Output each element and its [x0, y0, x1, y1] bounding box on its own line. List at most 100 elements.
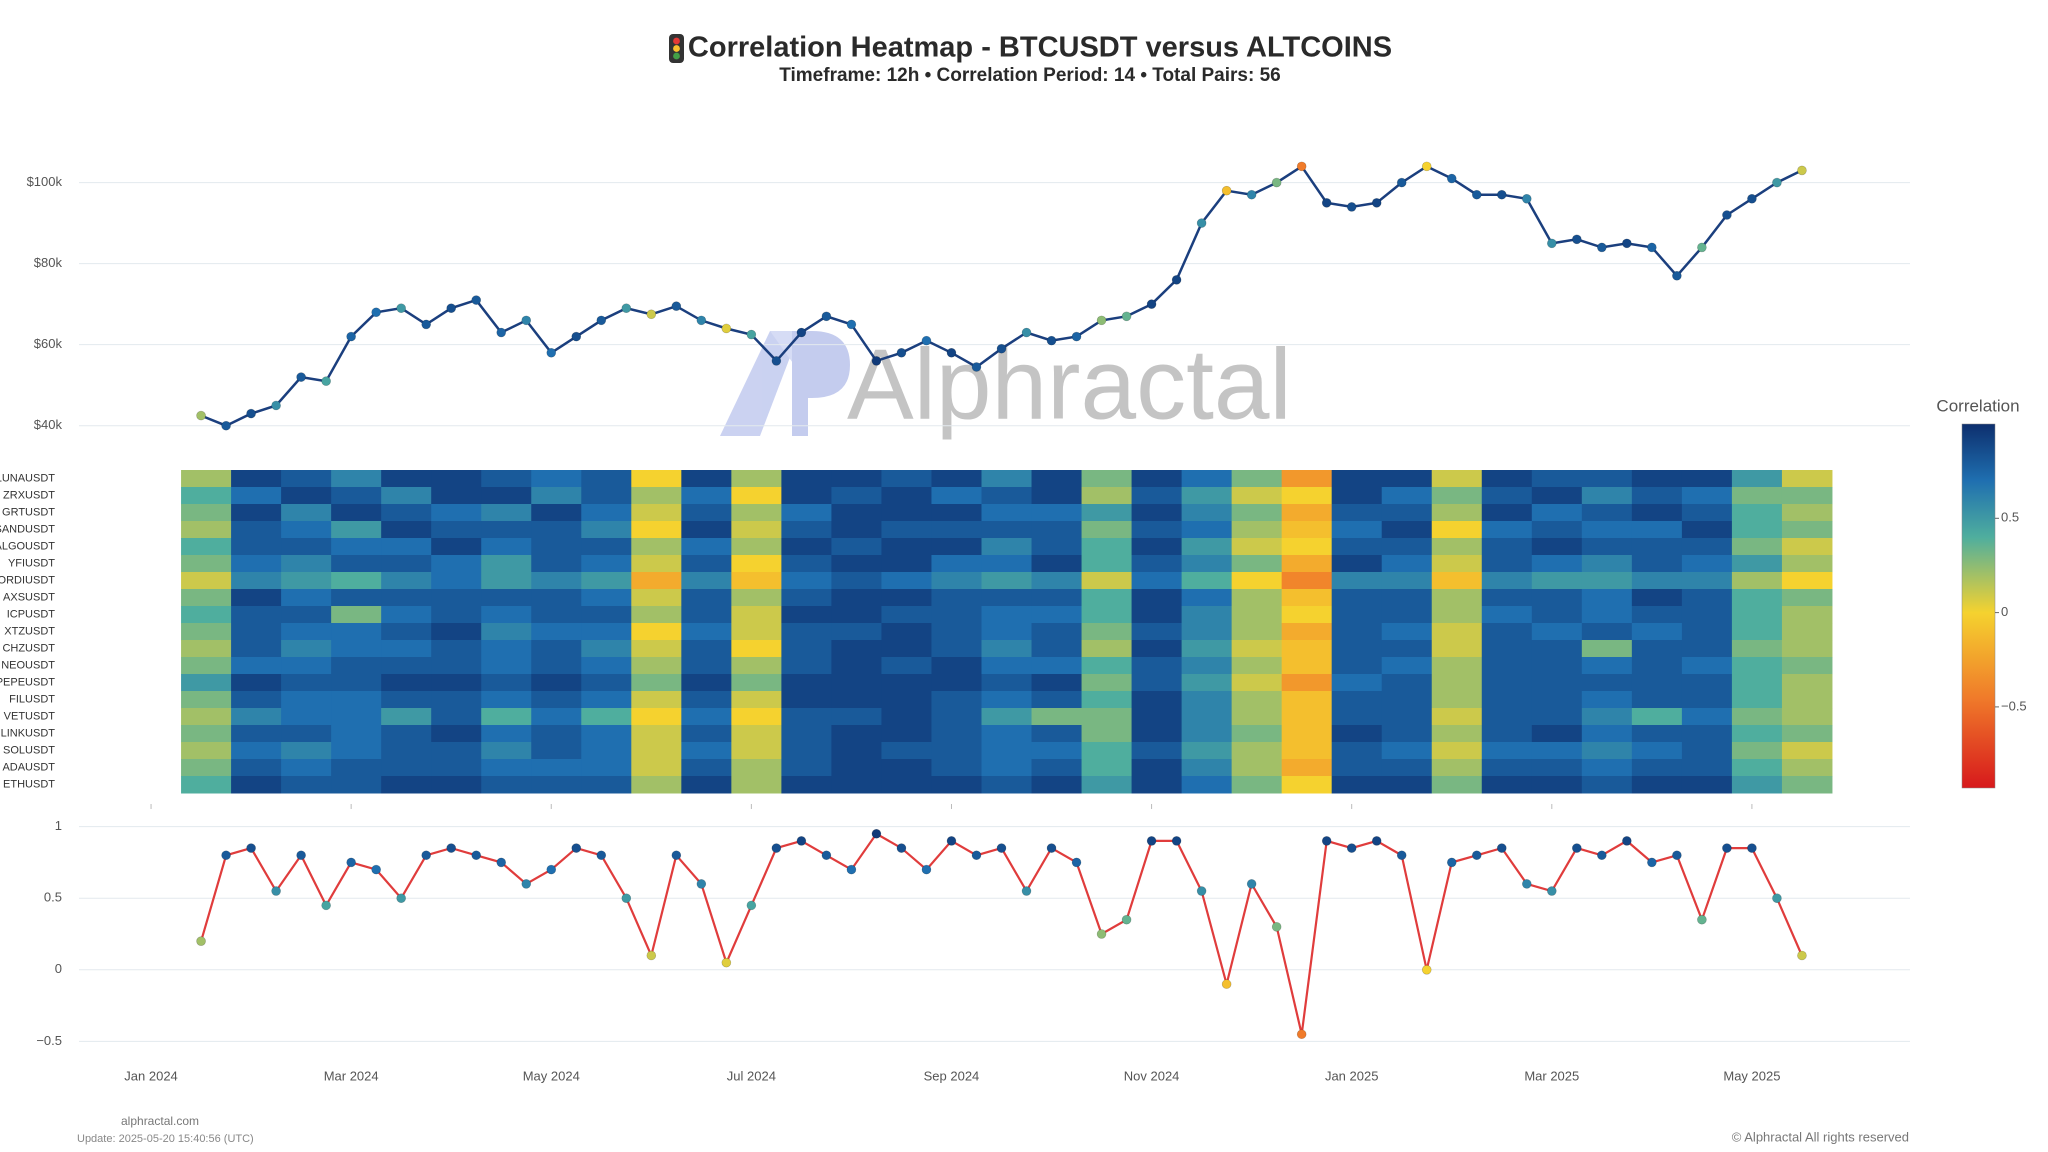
heatmap-cell: [1731, 470, 1783, 488]
heatmap-cell: [1381, 725, 1433, 743]
heatmap-cell: [781, 759, 832, 777]
heatmap-cell: [881, 776, 932, 794]
marker: [1171, 275, 1182, 285]
heatmap-cell: [1431, 674, 1483, 692]
heatmap-cell: [681, 572, 732, 590]
heatmap-cell: [231, 606, 282, 624]
marker: [1196, 218, 1207, 228]
heatmap-cell: [881, 470, 932, 488]
heatmap-cell: [1631, 623, 1683, 641]
heatmap-cell: [1481, 521, 1533, 539]
heatmap-cell: [1231, 521, 1283, 539]
row-label: ALGOUSDT: [0, 540, 55, 552]
heatmap-cell: [1131, 521, 1183, 539]
heatmap-cell: [531, 504, 582, 522]
heatmap-cell: [831, 487, 882, 505]
heatmap-cell: [631, 725, 682, 743]
heatmap-cell: [1231, 470, 1283, 488]
heatmap-cell: [1481, 776, 1533, 794]
heatmap-cell: [181, 691, 232, 709]
marker: [771, 356, 782, 366]
y-tick-label: 0: [55, 961, 62, 976]
heatmap-cell: [381, 538, 432, 556]
heatmap-cell: [681, 606, 732, 624]
heatmap-cell: [1781, 640, 1833, 658]
marker: [1396, 177, 1407, 188]
heatmap-cell: [581, 572, 632, 590]
heatmap-cell: [381, 521, 432, 539]
heatmap-cell: [931, 640, 982, 658]
marker: [521, 879, 532, 889]
heatmap-cell: [581, 538, 632, 556]
heatmap-cell: [731, 708, 782, 726]
heatmap-cell: [981, 708, 1033, 726]
logo-shape: [770, 331, 834, 380]
heatmap-cell: [1431, 470, 1483, 488]
marker: [1296, 1029, 1307, 1040]
heatmap-cell: [1731, 759, 1783, 777]
marker: [346, 857, 356, 868]
heatmap-cell: [1731, 674, 1783, 692]
heatmap-cell: [481, 538, 532, 556]
row-label: FILUSDT: [9, 693, 55, 705]
heatmap-cell: [1381, 657, 1433, 675]
heatmap-cell: [1181, 589, 1233, 607]
heatmap-cell: [1781, 572, 1833, 590]
heatmap-cell: [181, 640, 232, 658]
heatmap-cell: [1781, 504, 1833, 522]
heatmap-cell: [631, 538, 682, 556]
heatmap-cell: [231, 776, 282, 794]
heatmap-cell: [1031, 504, 1083, 522]
heatmap-cell: [1531, 487, 1583, 505]
heatmap-cell: [1431, 657, 1483, 675]
heatmap-cell: [181, 572, 232, 590]
heatmap-cell: [681, 538, 732, 556]
heatmap-cell: [731, 657, 782, 675]
heatmap-cell: [1281, 589, 1333, 607]
heatmap-cell: [481, 640, 532, 658]
icon: [673, 52, 680, 60]
heatmap-cell: [281, 606, 332, 624]
marker: [521, 315, 532, 326]
heatmap-cell: [1781, 674, 1833, 692]
heatmap-cell: [681, 725, 732, 743]
heatmap-cell: [1281, 657, 1333, 675]
heatmap-cell: [681, 504, 732, 522]
heatmap-cell: [531, 572, 582, 590]
heatmap-cell: [531, 470, 582, 488]
heatmap-cell: [1181, 606, 1233, 624]
heatmap-cell: [1531, 640, 1583, 658]
heatmap-cell: [331, 725, 382, 743]
heatmap-cell: [1331, 589, 1383, 607]
heatmap-cell: [1181, 623, 1233, 641]
heatmap-cell: [1231, 725, 1283, 743]
heatmap-cell: [1481, 572, 1533, 590]
heatmap-cell: [1481, 555, 1533, 573]
footer-update: Update: 2025-05-20 15:40:56 (UTC): [77, 1133, 254, 1145]
row-label: XTZUSDT: [4, 625, 55, 637]
heatmap-cell: [1131, 504, 1183, 522]
heatmap-cell: [631, 776, 682, 794]
marker: [1396, 850, 1407, 861]
heatmap-cell: [481, 759, 532, 777]
heatmap-cell: [331, 708, 382, 726]
heatmap-cell: [1081, 725, 1133, 743]
marker: [1471, 189, 1482, 200]
heatmap-cell: [1731, 657, 1783, 675]
heatmap-cell: [431, 691, 482, 709]
heatmap-cell: [1581, 538, 1633, 556]
heatmap-cell: [1381, 504, 1433, 522]
heatmap-cell: [1331, 776, 1383, 794]
chart-title: Correlation Heatmap - BTCUSDT versus ALT…: [688, 32, 1392, 64]
heatmap-cell: [631, 504, 682, 522]
heatmap-cell: [1731, 776, 1783, 794]
heatmap-cell: [581, 725, 632, 743]
marker: [1246, 189, 1257, 200]
heatmap-cell: [1431, 555, 1483, 573]
heatmap-cell: [581, 487, 632, 505]
marker: [296, 850, 306, 861]
heatmap-cell: [531, 640, 582, 658]
heatmap-cell: [1581, 776, 1633, 794]
heatmap-cell: [1581, 470, 1633, 488]
heatmap-cell: [1031, 521, 1083, 539]
